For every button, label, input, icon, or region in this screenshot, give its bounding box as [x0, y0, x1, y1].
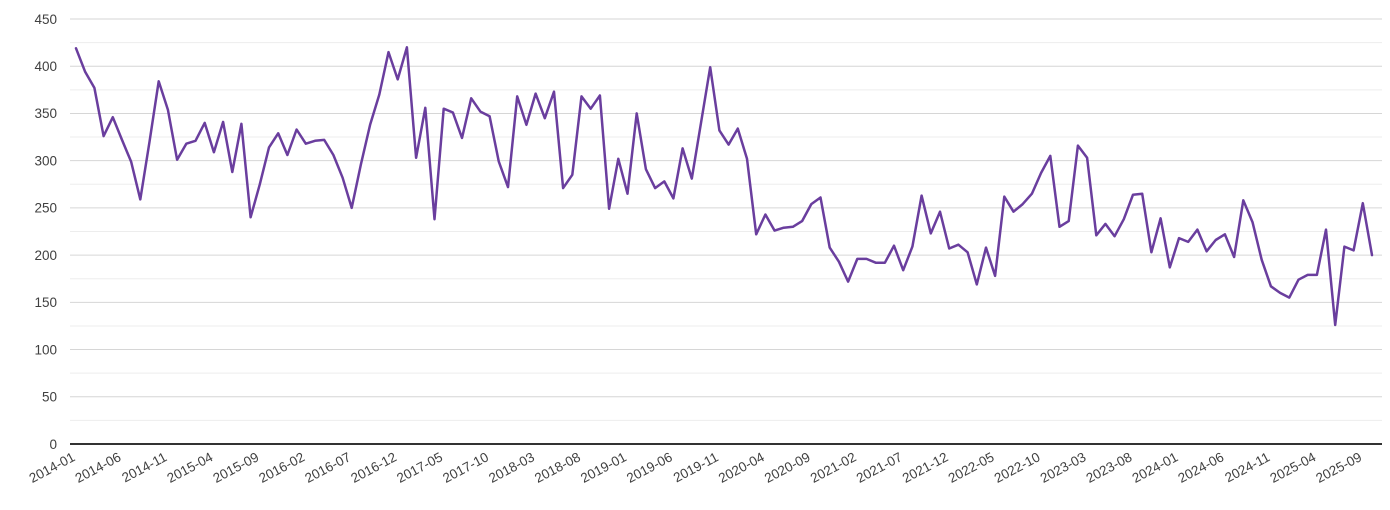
- x-tick-label: 2016-02: [256, 449, 307, 486]
- y-tick-label: 300: [34, 153, 57, 168]
- x-tick-label: 2014-06: [73, 449, 124, 486]
- x-tick-label: 2019-01: [578, 449, 629, 486]
- y-tick-label: 100: [34, 342, 57, 357]
- data-line: [74, 46, 1374, 327]
- x-tick-label: 2021-02: [808, 449, 859, 486]
- y-tick-label: 450: [34, 12, 57, 27]
- x-tick-label: 2025-09: [1313, 449, 1364, 486]
- y-tick-label: 50: [42, 390, 57, 405]
- y-tick-label: 400: [34, 59, 57, 74]
- x-tick-label: 2024-11: [1222, 449, 1272, 485]
- x-tick-label: 2015-04: [164, 449, 215, 486]
- x-tick-label: 2014-01: [27, 449, 78, 486]
- x-tick-label: 2022-10: [992, 449, 1043, 486]
- x-tick-label: 2022-05: [946, 449, 997, 486]
- x-tick-label: 2021-12: [900, 449, 951, 486]
- x-tick-label: 2023-08: [1084, 449, 1135, 486]
- x-tick-label: 2024-01: [1130, 449, 1181, 486]
- x-tick-label: 2014-11: [119, 449, 169, 485]
- x-tick-label: 2021-07: [854, 449, 905, 486]
- x-tick-label: 2023-03: [1038, 449, 1089, 486]
- y-tick-label: 250: [34, 201, 57, 216]
- y-tick-label: 0: [49, 437, 57, 452]
- x-tick-label: 2020-09: [762, 449, 813, 486]
- x-tick-label: 2017-10: [440, 449, 491, 486]
- x-tick-label: 2018-03: [486, 449, 537, 486]
- x-tick-label: 2020-04: [716, 449, 767, 486]
- x-tick-label: 2019-11: [671, 449, 721, 485]
- x-tick-label: 2018-08: [532, 449, 583, 486]
- x-tick-label: 2017-05: [394, 449, 445, 486]
- y-tick-label: 350: [34, 106, 57, 121]
- x-tick-label: 2025-04: [1267, 449, 1318, 486]
- x-tick-label: 2015-09: [210, 449, 261, 486]
- x-tick-label: 2019-06: [624, 449, 675, 486]
- x-tick-label: 2024-06: [1176, 449, 1227, 486]
- x-tick-label: 2016-07: [302, 449, 353, 486]
- y-tick-label: 150: [34, 295, 57, 310]
- x-tick-label: 2016-12: [348, 449, 399, 486]
- y-tick-label: 200: [34, 248, 57, 263]
